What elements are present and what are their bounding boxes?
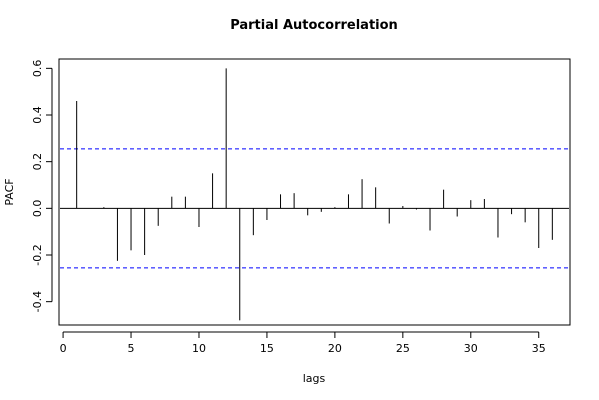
x-tick-label: 25 (396, 342, 410, 355)
y-tick-label: 0.0 (31, 200, 44, 218)
confidence-bounds (60, 148, 569, 269)
x-tick-label: 20 (328, 342, 342, 355)
x-tick-label: 10 (192, 342, 206, 355)
y-tick-label: -0.4 (31, 291, 44, 312)
x-tick-label: 15 (260, 342, 274, 355)
y-axis: -0.4 -0.2 0.0 0.2 0.4 0.6 (31, 60, 53, 312)
x-tick-label: 0 (60, 342, 67, 355)
chart-title: Partial Autocorrelation (230, 18, 398, 33)
x-axis: 0 5 10 15 20 25 30 35 (60, 331, 546, 355)
y-tick-label: 0.2 (31, 153, 44, 171)
x-axis-label: lags (303, 372, 326, 385)
y-tick-label: 0.6 (31, 60, 44, 78)
x-tick-label: 30 (464, 342, 478, 355)
plot-frame (58, 58, 571, 326)
x-tick-label: 35 (532, 342, 546, 355)
y-tick-label: -0.2 (31, 244, 44, 265)
x-tick-label: 5 (128, 342, 135, 355)
y-tick-label: 0.4 (31, 106, 44, 124)
y-axis-label: PACF (3, 178, 16, 205)
pacf-bars (76, 68, 553, 321)
